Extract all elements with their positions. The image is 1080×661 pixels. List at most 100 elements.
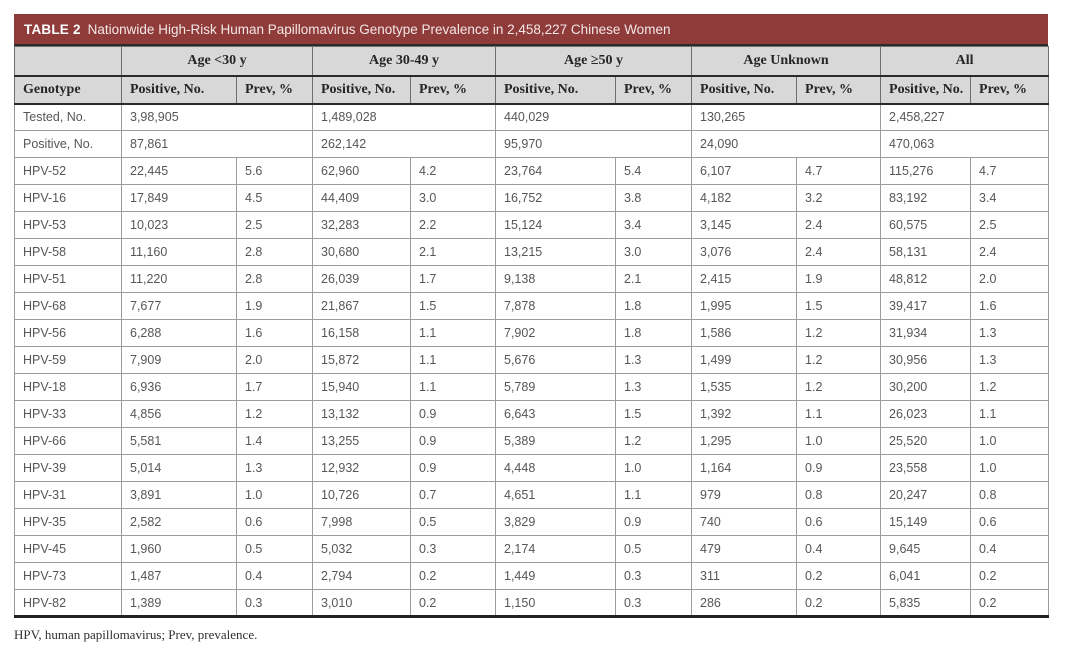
prevalence-cell: 1.6 — [236, 319, 313, 347]
prevalence-cell: 4.2 — [410, 157, 496, 185]
prevalence-cell: 1.0 — [970, 427, 1050, 455]
positive-count-cell: 15,940 — [312, 373, 411, 401]
positive-count-cell: 7,998 — [312, 508, 411, 536]
prevalence-cell: 1.1 — [410, 319, 496, 347]
positive-count-cell: 4,182 — [691, 184, 798, 212]
prevalence-cell: 1.9 — [796, 265, 882, 293]
positive-count-cell: 48,812 — [880, 265, 972, 293]
positive-count-cell: 6,936 — [121, 373, 237, 401]
positive-count-cell: 20,247 — [880, 481, 972, 509]
positive-count-cell: 58,131 — [880, 238, 972, 266]
prevalence-cell: 1.4 — [236, 427, 313, 455]
prevalence-cell: 2.1 — [410, 238, 496, 266]
prevalence-cell: 1.0 — [236, 481, 313, 509]
positive-count-cell: 7,909 — [121, 346, 237, 374]
prevalence-cell: 1.3 — [614, 373, 693, 401]
age-group-header-row: Age <30 y Age 30-49 y Age ≥50 y Age Unkn… — [14, 46, 1050, 77]
positive-count-cell: 4,856 — [121, 400, 237, 428]
positive-count-cell: 25,520 — [880, 427, 972, 455]
prevalence-cell: 1.5 — [410, 292, 496, 320]
prev-column-header: Prev, % — [970, 75, 1050, 105]
prevalence-cell: 0.4 — [236, 562, 313, 590]
positive-count-cell: 11,160 — [121, 238, 237, 266]
table-row: HPV-82 1,389 0.3 3,010 0.2 1,150 0.3 286 0.2 5,83… — [14, 589, 1050, 618]
prevalence-cell: 1.6 — [970, 292, 1050, 320]
positive-count-cell: 12,932 — [312, 454, 411, 482]
positive-count-cell: 115,276 — [880, 157, 972, 185]
row-label: HPV-73 — [14, 562, 122, 590]
prevalence-cell: 0.9 — [410, 400, 496, 428]
positive-count-cell: 32,283 — [312, 211, 411, 239]
prevalence-cell: 1.5 — [796, 292, 882, 320]
prevalence-cell: 2.0 — [970, 265, 1050, 293]
table-row: HPV-51 11,220 2.8 26,039 1.7 9,138 2.1 2,415 1.9… — [14, 265, 1050, 293]
prevalence-cell: 2.8 — [236, 238, 313, 266]
table-row: Positive, No. 87,861 262,142 95,970 24,090 47… — [14, 130, 1050, 158]
table-header: Age <30 y Age 30-49 y Age ≥50 y Age Unkn… — [14, 46, 1050, 105]
prevalence-cell: 0.4 — [796, 535, 882, 563]
table-footnote: HPV, human papillomavirus; Prev, prevale… — [14, 627, 258, 642]
prevalence-cell: 1.1 — [970, 400, 1050, 428]
prevalence-cell: 1.2 — [796, 373, 882, 401]
prevalence-cell: 1.7 — [410, 265, 496, 293]
prevalence-cell: 1.1 — [410, 373, 496, 401]
positive-count-cell: 7,902 — [495, 319, 616, 347]
positive-count-cell: 1,586 — [691, 319, 798, 347]
table-number-label: TABLE 2 — [24, 21, 81, 37]
positive-count-cell: 15,124 — [495, 211, 616, 239]
prevalence-cell: 0.8 — [970, 481, 1050, 509]
table-title-text: Nationwide High-Risk Human Papillomaviru… — [87, 21, 671, 37]
prev-column-header: Prev, % — [410, 75, 496, 105]
positive-column-header: Positive, No. — [691, 75, 798, 105]
positive-count-cell: 1,295 — [691, 427, 798, 455]
row-label: HPV-56 — [14, 319, 122, 347]
positive-count-cell: 16,752 — [495, 184, 616, 212]
prevalence-cell: 0.3 — [614, 562, 693, 590]
positive-count-cell: 15,872 — [312, 346, 411, 374]
positive-count-cell: 16,158 — [312, 319, 411, 347]
prev-column-header: Prev, % — [236, 75, 313, 105]
positive-count-cell: 60,575 — [880, 211, 972, 239]
positive-count-cell: 5,789 — [495, 373, 616, 401]
prevalence-cell: 0.9 — [614, 508, 693, 536]
positive-count-cell: 6,288 — [121, 319, 237, 347]
prevalence-cell: 0.5 — [236, 535, 313, 563]
prevalence-cell: 0.8 — [796, 481, 882, 509]
positive-count-cell: 22,445 — [121, 157, 237, 185]
prevalence-cell: 0.3 — [614, 589, 693, 618]
positive-count-cell: 5,676 — [495, 346, 616, 374]
prevalence-cell: 3.8 — [614, 184, 693, 212]
row-label: HPV-82 — [14, 589, 122, 618]
positive-count-cell: 15,149 — [880, 508, 972, 536]
prev-column-header: Prev, % — [796, 75, 882, 105]
row-label: HPV-68 — [14, 292, 122, 320]
prevalence-cell: 0.6 — [796, 508, 882, 536]
empty-corner-cell — [14, 46, 122, 77]
table-row: HPV-68 7,677 1.9 21,867 1.5 7,878 1.8 1,995 1.5 3… — [14, 292, 1050, 320]
positive-count-cell: 23,764 — [495, 157, 616, 185]
table-row: HPV-31 3,891 1.0 10,726 0.7 4,651 1.1 979 0.8 20,… — [14, 481, 1050, 509]
table-body: Tested, No. 3,98,905 1,489,028 440,029 130,2… — [14, 103, 1050, 618]
positive-count-cell: 9,138 — [495, 265, 616, 293]
positive-count-cell: 286 — [691, 589, 798, 618]
group-header-age-50-plus: Age ≥50 y — [494, 46, 693, 77]
positive-count-cell: 1,499 — [691, 346, 798, 374]
row-label: HPV-16 — [14, 184, 122, 212]
table-2: TABLE 2 Nationwide High-Risk Human Papil… — [14, 14, 1050, 643]
table-row: HPV-39 5,014 1.3 12,932 0.9 4,448 1.0 1,164 0.9 2… — [14, 454, 1050, 482]
prevalence-cell: 0.2 — [796, 562, 882, 590]
prevalence-cell: 0.9 — [410, 454, 496, 482]
summary-value-cell: 470,063 — [880, 130, 1050, 158]
positive-count-cell: 6,643 — [495, 400, 616, 428]
positive-count-cell: 1,392 — [691, 400, 798, 428]
prevalence-cell: 1.1 — [796, 400, 882, 428]
prevalence-cell: 0.6 — [236, 508, 313, 536]
prevalence-cell: 0.5 — [614, 535, 693, 563]
prevalence-cell: 1.2 — [796, 319, 882, 347]
prevalence-cell: 0.2 — [410, 589, 496, 618]
prevalence-cell: 1.9 — [236, 292, 313, 320]
positive-count-cell: 5,389 — [495, 427, 616, 455]
positive-count-cell: 1,150 — [495, 589, 616, 618]
row-label: HPV-31 — [14, 481, 122, 509]
positive-column-header: Positive, No. — [880, 75, 972, 105]
